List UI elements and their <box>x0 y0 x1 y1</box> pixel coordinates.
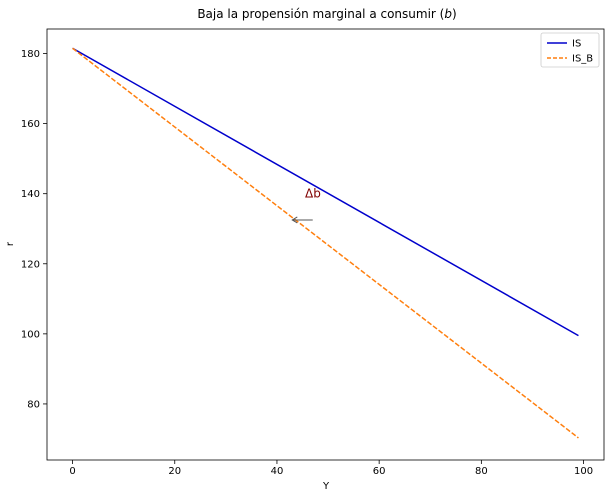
series-line-is <box>72 47 579 337</box>
x-tick-label: 80 <box>475 466 488 477</box>
x-tick-label: 100 <box>574 466 593 477</box>
legend-entry-is-b: IS_B <box>572 54 593 65</box>
legend-entry-is: IS <box>572 39 581 50</box>
x-tick-label: 0 <box>69 466 75 477</box>
y-tick-label: 180 <box>21 49 40 60</box>
y-axis-label: r <box>5 241 16 246</box>
annotation-arrow-head <box>291 216 298 224</box>
plot-frame <box>46 28 605 461</box>
y-tick-label: 120 <box>21 259 40 270</box>
y-tick-label: 160 <box>21 119 40 130</box>
legend: IS IS_B <box>540 32 600 68</box>
chart-title: Baja la propensión marginal a consumir (… <box>197 7 456 21</box>
x-tick-label: 40 <box>271 466 284 477</box>
title-variable: b <box>444 7 452 21</box>
plot-area: Δb <box>72 47 579 439</box>
y-tick-label: 140 <box>21 189 40 200</box>
x-axis-label: Y <box>322 481 330 492</box>
x-tick-label: 60 <box>373 466 386 477</box>
x-axis: 0 20 40 60 80 100 <box>69 460 593 477</box>
annotation-delta-b: Δb <box>305 187 321 201</box>
title-close: ) <box>452 7 457 21</box>
x-tick-label: 20 <box>168 466 181 477</box>
y-axis: 80 100 120 140 160 180 <box>21 49 47 410</box>
title-main: Baja la propensión marginal a consumir ( <box>197 7 444 21</box>
y-tick-label: 100 <box>21 329 40 340</box>
y-tick-label: 80 <box>27 399 40 410</box>
series-line-is-b <box>72 47 579 439</box>
